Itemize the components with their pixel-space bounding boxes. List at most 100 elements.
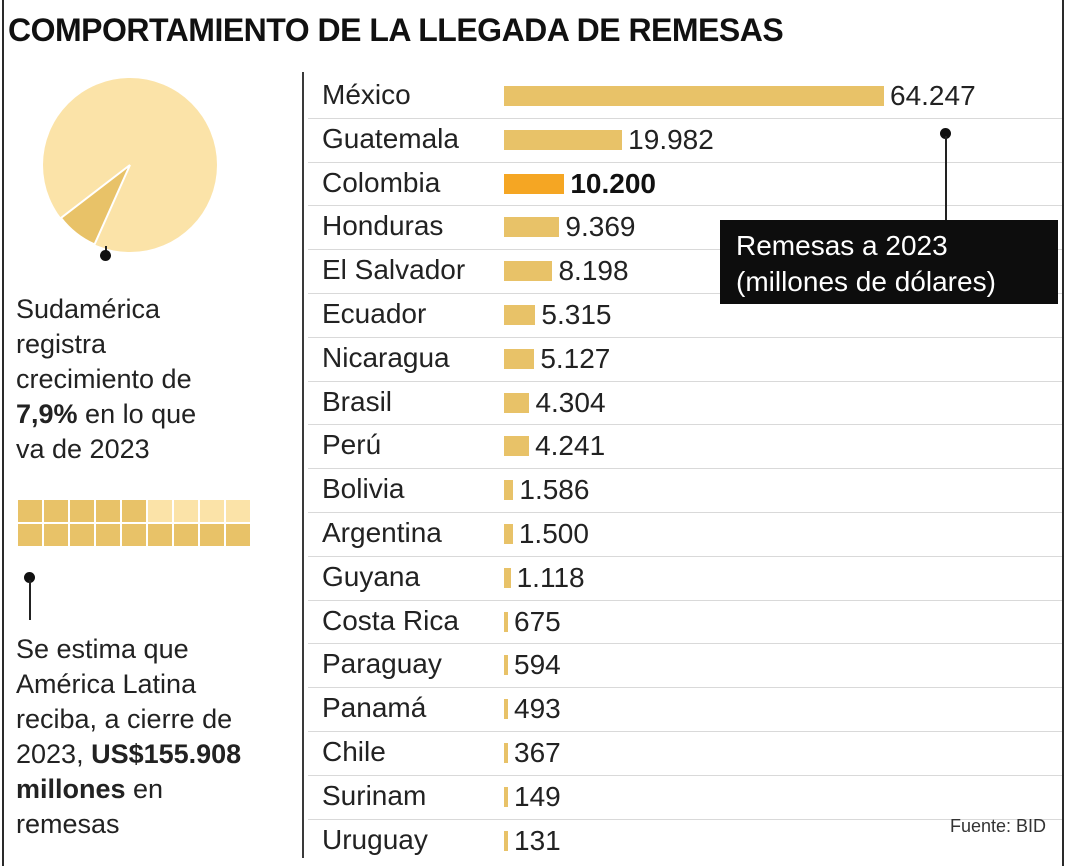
- waffle-cell: [174, 524, 198, 546]
- legend-pointer-line: [945, 136, 947, 220]
- bar-value-label: 10.200: [570, 167, 656, 199]
- country-label: Surinam: [322, 779, 427, 811]
- row-separator: [308, 161, 1062, 163]
- note-bold-text: millones: [16, 774, 126, 804]
- country-label: Perú: [322, 429, 382, 461]
- row-separator: [308, 818, 1062, 820]
- bar-value-label: 64.247: [890, 80, 976, 111]
- row-separator: [308, 643, 1062, 645]
- note-text: 2023,: [16, 739, 92, 769]
- waffle-cell: [200, 500, 224, 522]
- row-separator: [308, 774, 1062, 776]
- bar: [504, 567, 511, 588]
- row-separator: [308, 731, 1062, 732]
- growth-percent: 7,9%: [16, 399, 78, 429]
- waffle-cell: [70, 500, 94, 522]
- waffle-cell: [122, 500, 146, 522]
- latam-total-amount: US$155.908: [91, 739, 242, 769]
- legend-unit: (millones de dólares): [736, 266, 996, 297]
- bar: [504, 480, 514, 501]
- row-separator: [308, 424, 1062, 426]
- country-label: Panamá: [322, 692, 427, 724]
- bar: [504, 786, 508, 807]
- latam-note: Se estima que América Latina reciba, a c…: [16, 632, 241, 842]
- note-text: en: [125, 774, 164, 804]
- bar: [504, 655, 508, 676]
- waffle-pointer-dot: [24, 572, 35, 583]
- pie-pointer-dot: [100, 250, 111, 261]
- note-line: reciba, a cierre de: [16, 704, 233, 734]
- bar-value-label: 675: [514, 605, 561, 637]
- waffle-cell: [18, 524, 42, 546]
- bar-value-label: 1.500: [518, 518, 589, 549]
- bar: [504, 699, 508, 720]
- waffle-cell: [96, 500, 120, 522]
- row-separator: [308, 380, 1062, 382]
- waffle-cell: [226, 524, 250, 546]
- waffle-pointer-line: [29, 580, 31, 620]
- frame-right-border: [1062, 0, 1064, 866]
- country-label: Brasil: [322, 385, 393, 417]
- south-america-share-pie: [43, 78, 217, 252]
- row-separator: [308, 468, 1062, 470]
- waffle-cell: [122, 524, 146, 546]
- bar-value-label: 9.369: [565, 211, 636, 243]
- note-line: millones en: [16, 772, 241, 807]
- bar-value-label: 1.586: [519, 474, 590, 506]
- country-label: Bolivia: [322, 473, 405, 505]
- legend-title: Remesas a 2023: [736, 230, 948, 261]
- country-label: Honduras: [322, 210, 444, 242]
- bar: [504, 348, 535, 369]
- bar-value-label: 4.241: [535, 430, 606, 462]
- bar: [504, 173, 565, 194]
- country-label: Chile: [322, 736, 386, 767]
- note-line: registra: [16, 329, 107, 359]
- bar-value-label: 367: [514, 737, 561, 768]
- note-line: remesas: [16, 809, 120, 839]
- bar: [504, 524, 513, 544]
- bar-value-label: 149: [514, 780, 561, 812]
- waffle-cell: [44, 524, 68, 546]
- row-separator: [308, 687, 1062, 689]
- bar-value-label: 131: [514, 824, 561, 856]
- source-credit: Fuente: BID: [950, 816, 1047, 836]
- bar: [504, 830, 508, 851]
- waffle-cell: [18, 500, 42, 522]
- country-label: El Salvador: [322, 254, 466, 286]
- row-separator: [308, 599, 1062, 601]
- country-label: Ecuador: [322, 298, 427, 329]
- bar: [504, 392, 530, 413]
- note-line: 7,9% en lo que: [16, 397, 196, 432]
- remittances-bar-chart: México 64.247 Guatemala 19.982 Colombia 10.20…: [308, 74, 1062, 864]
- note-line: 2023, US$155.908: [16, 737, 241, 772]
- bar: [504, 611, 508, 632]
- country-label: Guyana: [322, 560, 421, 592]
- row-separator: [308, 512, 1062, 513]
- note-text: en lo que: [77, 399, 197, 429]
- row-separator: [308, 555, 1062, 557]
- waffle-cell: [70, 524, 94, 546]
- row-separator: [308, 117, 1062, 119]
- bar: [504, 743, 508, 763]
- note-line: va de 2023: [16, 434, 150, 464]
- waffle-cell: [174, 500, 198, 522]
- country-label: Uruguay: [322, 823, 428, 855]
- waffle-cell: [226, 500, 250, 522]
- country-label: Costa Rica: [322, 604, 459, 636]
- bar: [504, 217, 560, 238]
- note-line: Se estima que: [16, 634, 189, 664]
- waffle-cell: [200, 524, 224, 546]
- note-line: América Latina: [16, 669, 197, 699]
- chart-title: COMPORTAMIENTO DE LA LLEGADA DE REMESAS: [8, 12, 784, 48]
- column-divider: [302, 72, 304, 858]
- country-label: Paraguay: [322, 648, 442, 680]
- bar-value-label: 8.198: [558, 255, 629, 287]
- row-separator: [308, 205, 1062, 207]
- bar-value-label: 5.127: [540, 342, 611, 374]
- bar: [504, 261, 553, 282]
- bar: [504, 86, 884, 106]
- note-line: crecimiento de: [16, 364, 192, 394]
- bar-value-label: 5.315: [541, 299, 612, 330]
- note-line: Sudamérica: [16, 294, 161, 324]
- row-separator: [308, 249, 1062, 251]
